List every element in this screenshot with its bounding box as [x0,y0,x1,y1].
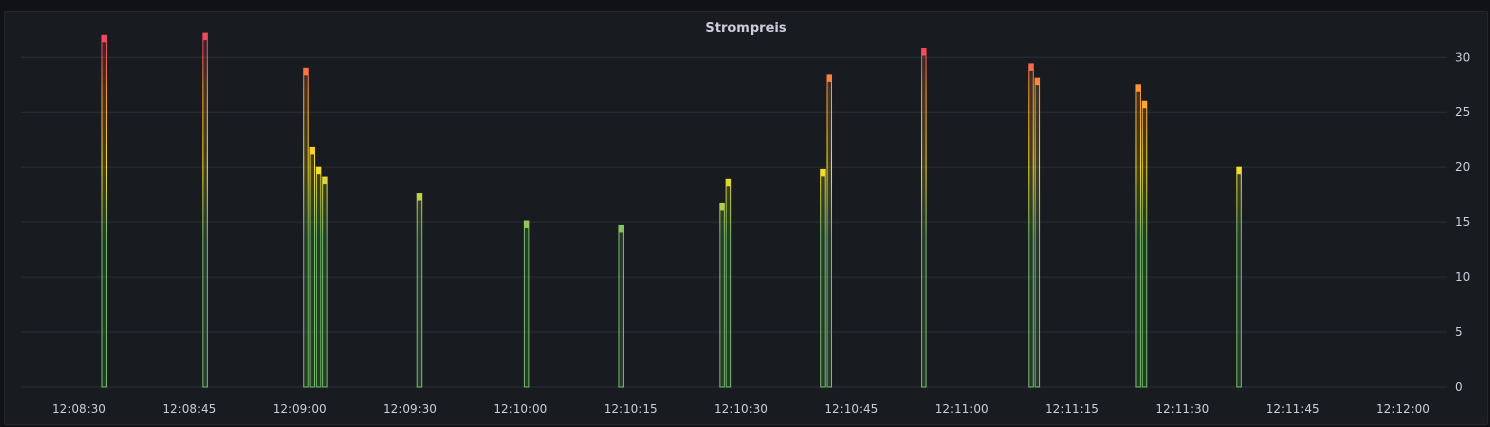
bar-cap [1135,84,1141,92]
x-tick-label: 12:11:15 [1045,402,1099,416]
x-tick-label: 12:11:00 [935,402,989,416]
bar-cap [1028,63,1034,71]
bar[interactable] [523,220,530,388]
x-tick-label: 12:08:45 [162,402,216,416]
bar[interactable] [303,67,309,388]
bar[interactable] [416,193,423,388]
x-tick-label: 12:10:45 [824,402,878,416]
bar-cap [202,33,208,41]
bar-cap [1035,78,1040,86]
bar-cap [820,169,826,177]
bar-cap [524,221,529,229]
bar[interactable] [202,32,208,388]
x-tick-label: 12:09:00 [273,402,327,416]
y-tick-label: 25 [1455,105,1470,119]
bar[interactable] [1236,166,1242,388]
bars [101,32,1242,388]
y-tick-label: 10 [1455,270,1470,284]
bar-cap [719,203,725,211]
y-tick-label: 15 [1455,215,1470,229]
bar[interactable] [1034,77,1041,388]
chart-panel: Strompreis 0 5 10 15 20 25 30 12:08:30 12:08:45… [4,11,1488,425]
bar[interactable] [101,34,107,388]
x-tick-label: 12:09:30 [383,402,437,416]
bar-cap [101,35,107,43]
bar[interactable] [921,47,927,388]
x-tick-label: 12:10:00 [493,402,547,416]
bar-cap [303,68,309,76]
y-tick-label: 5 [1455,325,1463,339]
bar-cap [417,193,422,201]
y-tick-label: 30 [1455,50,1470,64]
bar[interactable] [322,176,328,388]
bar[interactable] [826,74,833,388]
bar-cap [1142,101,1147,109]
x-tick-label: 12:10:30 [714,402,768,416]
x-tick-label: 12:10:15 [604,402,658,416]
x-tick-label: 12:12:00 [1376,402,1430,416]
y-tick-label: 0 [1455,380,1463,394]
bar[interactable] [1141,100,1148,388]
bar-cap [921,48,927,56]
bar-cap [316,167,321,175]
x-tick-label: 12:08:30 [52,402,106,416]
bar-cap [1236,167,1242,175]
bar-cap [322,177,328,185]
bar[interactable] [1028,63,1034,388]
bar[interactable] [820,168,826,388]
bar-cap [726,179,731,187]
y-tick-label: 20 [1455,160,1470,174]
bar[interactable] [315,166,322,388]
bar[interactable] [725,178,732,388]
y-axis: 0 5 10 15 20 25 30 [1455,50,1470,394]
x-tick-label: 12:11:30 [1155,402,1209,416]
bar[interactable] [719,202,725,388]
bar[interactable] [309,146,316,388]
panel-title: Strompreis [705,21,787,36]
x-axis: 12:08:30 12:08:45 12:09:00 12:09:30 12:10:00… [52,402,1430,416]
bar[interactable] [1135,84,1141,388]
grid-lines [21,56,1447,388]
bar[interactable] [618,224,624,388]
bar-cap [618,225,624,233]
bar-cap [827,74,832,82]
bar-cap [310,147,315,155]
x-tick-label: 12:11:45 [1266,402,1320,416]
